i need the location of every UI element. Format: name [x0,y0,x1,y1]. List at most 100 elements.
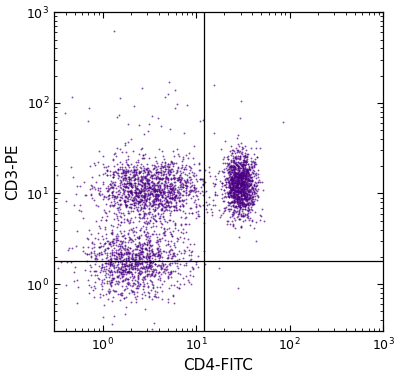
Point [228,167,235,173]
Point [238,188,244,194]
Point [220,198,226,204]
Point [114,256,120,262]
Point [129,184,136,190]
Point [178,181,184,187]
Point [239,169,246,175]
Point [239,197,245,203]
Point [107,259,113,265]
Point [169,181,176,187]
Point [249,217,255,223]
Point [234,174,240,180]
Point [183,192,190,198]
Point [233,185,240,191]
Point [162,204,168,210]
Point [244,168,250,174]
Point [185,277,191,283]
Point [166,248,172,254]
Point [240,172,246,178]
Point [128,177,134,183]
Point [242,193,248,199]
Point [146,277,153,283]
Point [230,208,236,215]
Point [155,201,162,207]
Point [228,199,235,205]
Point [240,191,246,197]
Point [131,173,137,179]
Point [232,173,238,179]
Point [170,189,177,195]
Point [156,169,163,175]
Point [241,199,248,205]
Point [239,182,246,188]
Point [132,202,138,208]
Point [165,189,172,195]
Point [157,236,163,242]
Point [124,268,131,274]
Point [253,187,259,193]
Point [148,172,155,179]
Point [162,204,168,210]
Point [137,198,143,204]
Point [246,163,252,169]
Point [238,189,244,195]
Point [245,170,252,176]
Point [164,266,171,272]
Point [123,202,130,208]
Point [145,182,152,188]
Point [172,182,178,188]
Point [248,177,255,183]
Point [187,164,194,170]
Point [154,180,161,186]
Point [253,192,260,198]
Point [153,170,160,176]
Point [165,274,172,280]
Point [156,203,162,209]
Point [143,263,149,269]
Point [232,165,239,171]
Point [161,190,167,196]
Point [226,199,232,205]
Point [243,151,250,157]
Point [98,267,104,273]
Point [112,194,118,200]
Point [132,236,139,242]
Point [237,189,243,195]
Point [193,172,199,178]
Point [181,235,187,241]
Point [105,245,111,251]
Point [138,146,144,152]
Point [122,198,129,204]
Point [126,180,133,186]
Point [246,186,252,193]
Point [110,185,116,191]
Point [232,198,239,204]
Point [189,263,196,269]
Point [234,178,241,184]
Point [103,291,109,297]
Point [183,214,190,220]
Point [183,190,189,196]
Point [239,165,246,171]
Point [204,209,210,215]
Point [234,198,241,204]
Point [128,174,135,180]
Point [139,182,146,188]
Point [246,194,252,200]
Point [149,113,156,119]
Point [166,249,172,255]
Point [149,202,155,208]
Point [99,214,105,220]
Point [116,253,122,259]
Point [238,173,244,179]
Point [170,168,176,174]
Point [228,176,234,182]
Point [252,193,258,199]
Point [122,172,128,178]
Point [133,170,140,176]
Point [100,207,107,213]
Point [237,205,244,211]
Point [234,187,241,193]
Point [236,171,242,177]
Point [139,260,145,266]
Point [232,162,239,168]
